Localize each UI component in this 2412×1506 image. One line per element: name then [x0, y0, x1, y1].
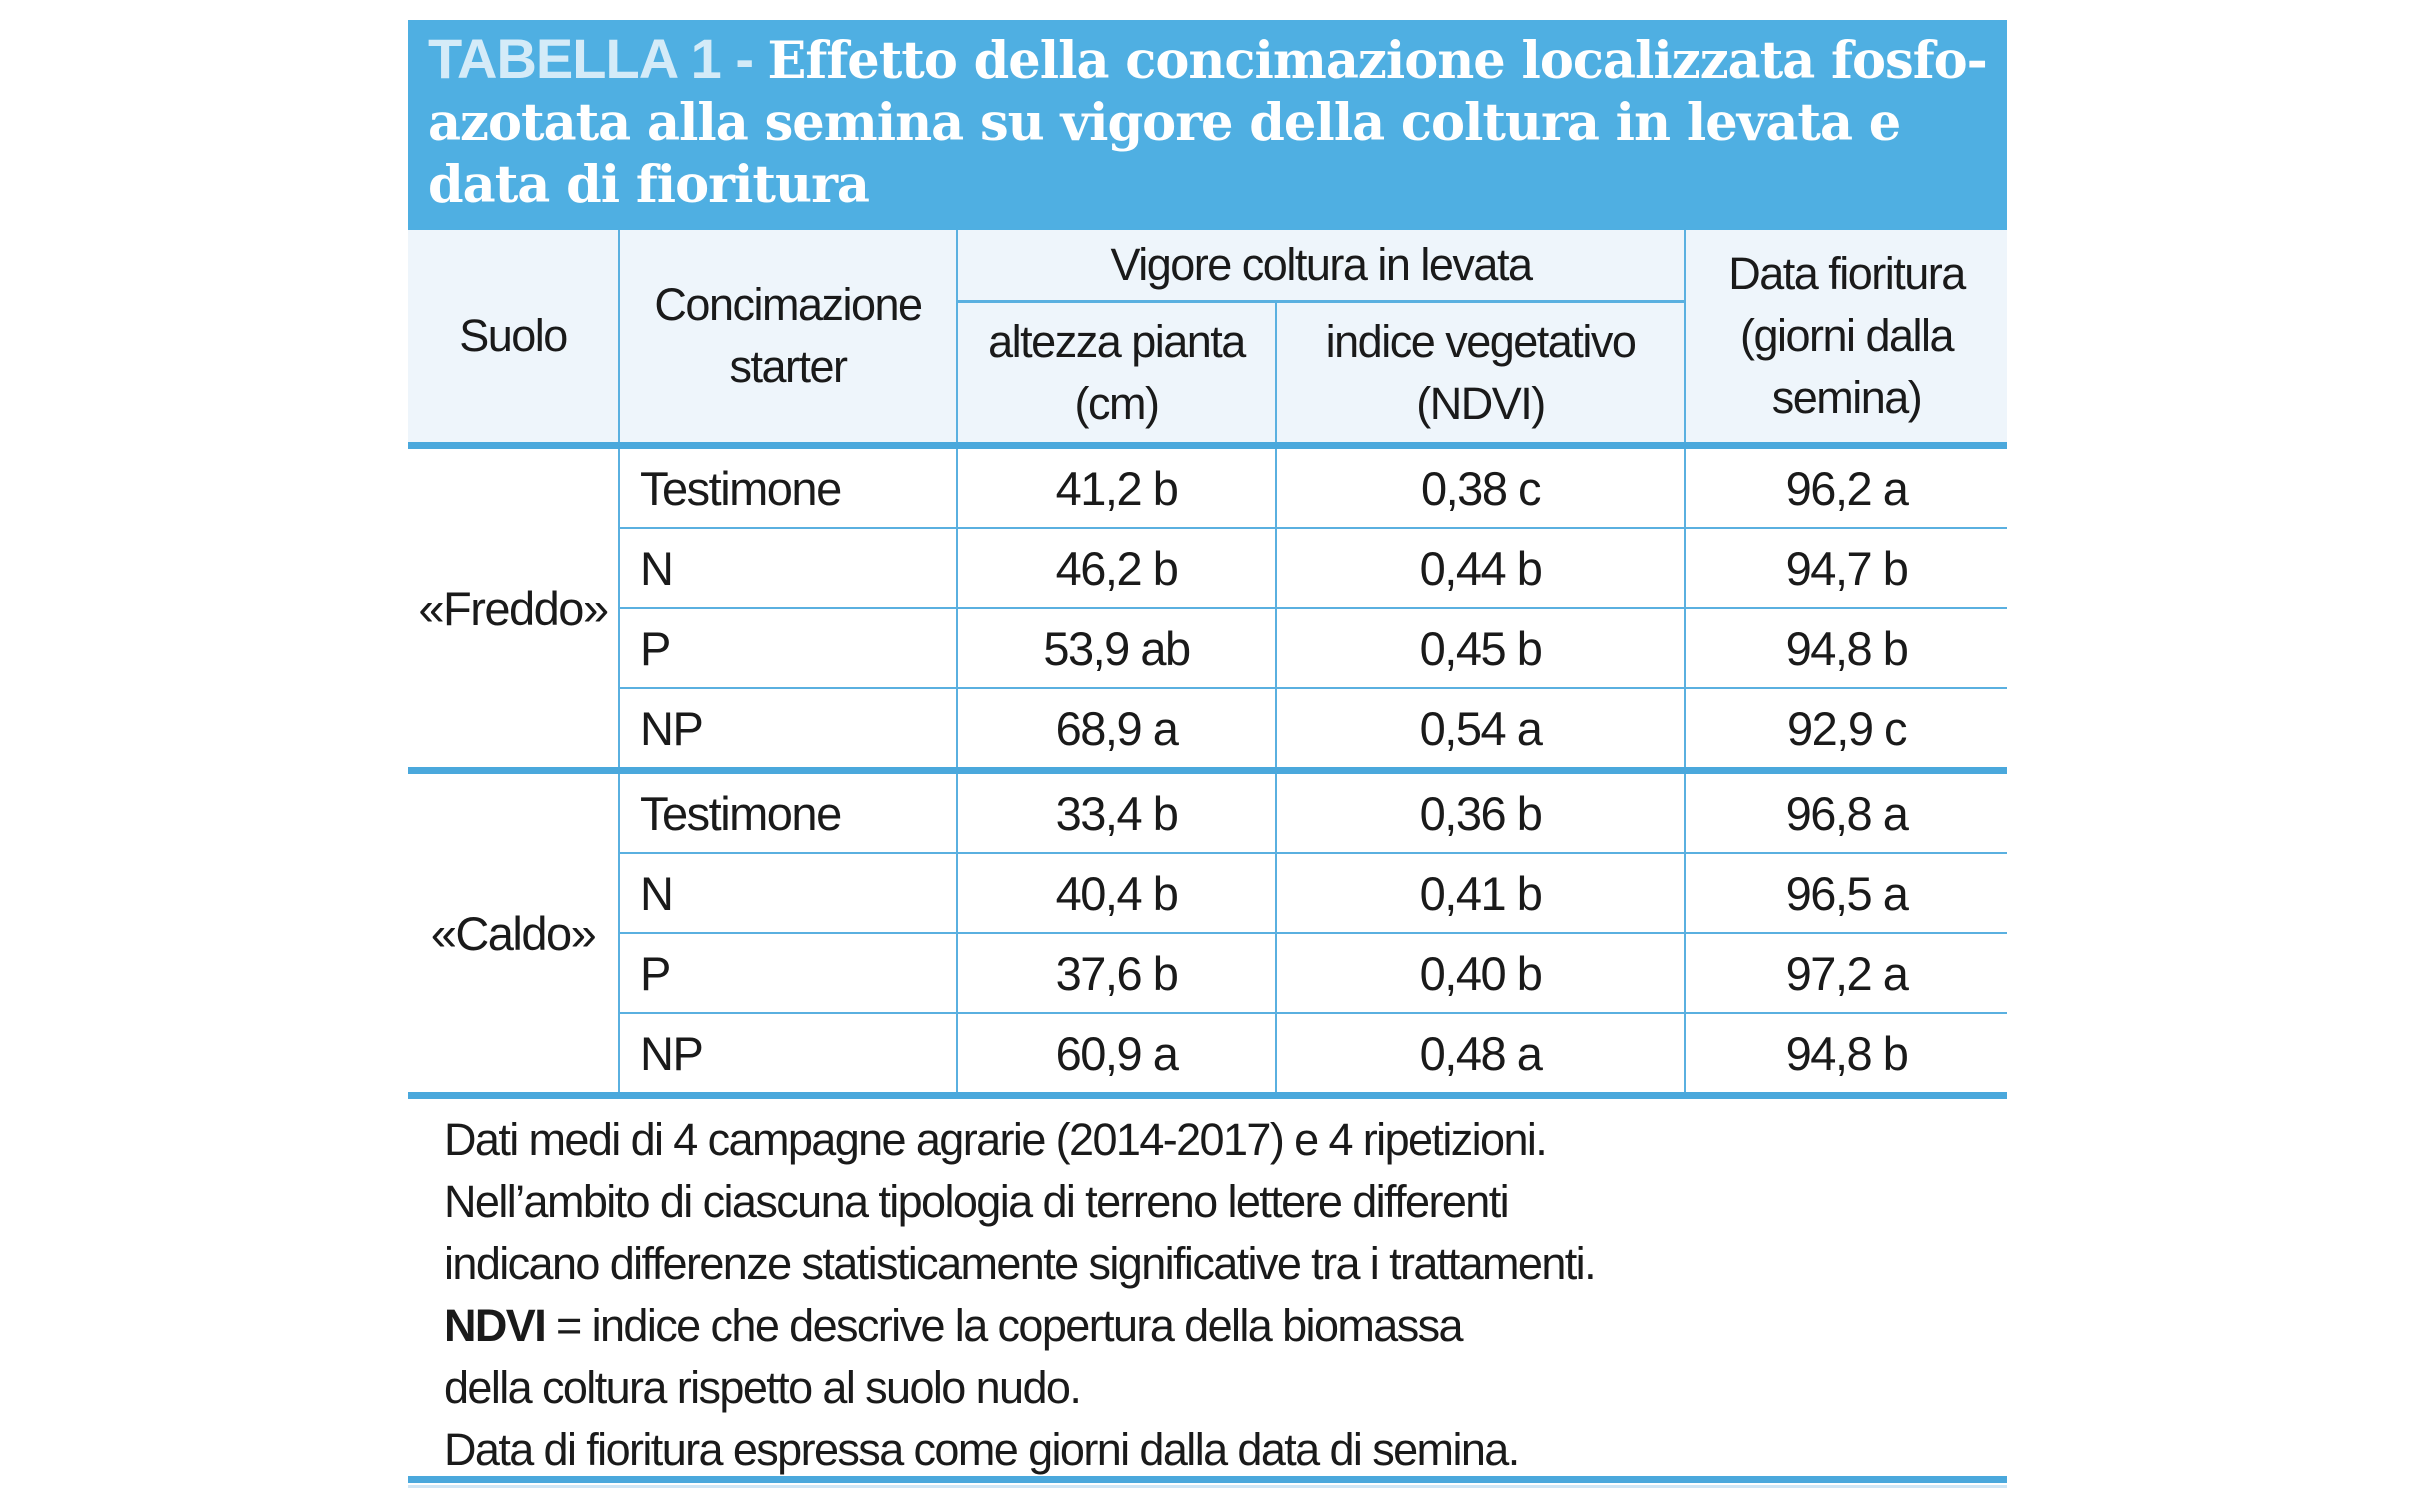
treatment-cell: N	[619, 852, 958, 934]
altezza-cell: 33,4 b	[956, 767, 1277, 854]
table-row: N 40,4 b 0,41 b 96,5 a	[408, 852, 2008, 934]
note-line: indicano differenze statisticamente sign…	[444, 1238, 1597, 1289]
fioritura-cell: 96,2 a	[1684, 442, 2008, 529]
fioritura-cell: 94,8 b	[1684, 1012, 2008, 1099]
table-row: «Caldo» Testimone 33,4 b 0,36 b 96,8 a	[408, 767, 2008, 1099]
ndvi-cell: 0,38 c	[1274, 442, 1687, 529]
ndvi-definition: = indice che descrive la copertura della…	[545, 1300, 1464, 1351]
table-row: P 37,6 b 0,40 b 97,2 a	[408, 932, 2008, 1014]
treatment-cell: P	[619, 932, 958, 1014]
ndvi-term: NDVI	[444, 1300, 547, 1351]
ndvi-cell: 0,48 a	[1274, 1012, 1687, 1099]
altezza-cell: 53,9 ab	[956, 607, 1277, 689]
ndvi-cell: 0,41 b	[1274, 852, 1687, 934]
table-row: «Freddo» Testimone 41,2 b 0,38 c 96,2 a	[408, 442, 2008, 774]
fioritura-cell: 97,2 a	[1684, 932, 2008, 1014]
table-title-text: Effetto della concimazione localizzata f…	[428, 31, 1988, 215]
header-fioritura: Data fioritura (giorni dalla semina)	[1684, 230, 2008, 446]
altezza-cell: 68,9 a	[956, 687, 1277, 774]
note-line: della coltura rispetto al suolo nudo.	[444, 1362, 1082, 1413]
header-suolo: Suolo	[408, 230, 620, 446]
data-table: Suolo Concimazione starter Vigore coltur…	[408, 230, 2008, 1099]
bottom-rule-light	[408, 1485, 2007, 1488]
table-row: NP 68,9 a 0,54 a 92,9 c	[408, 687, 2008, 774]
header-vigore: Vigore coltura in levata	[955, 230, 1687, 303]
altezza-cell: 40,4 b	[956, 852, 1277, 934]
treatment-cell: N	[619, 527, 958, 609]
fioritura-cell: 96,5 a	[1684, 852, 2008, 934]
table-title: TABELLA 1 - Effetto della concimazione l…	[408, 20, 2007, 230]
fioritura-cell: 96,8 a	[1684, 767, 2008, 854]
fioritura-cell: 92,9 c	[1684, 687, 2008, 774]
soil-label: «Caldo»	[408, 767, 620, 1099]
soil-label: «Freddo»	[408, 442, 620, 774]
header-concimazione: Concimazione starter	[618, 230, 958, 446]
ndvi-cell: 0,54 a	[1274, 687, 1687, 774]
fioritura-cell: 94,8 b	[1684, 607, 2008, 689]
treatment-cell: Testimone	[618, 442, 958, 529]
table-row: P 53,9 ab 0,45 b 94,8 b	[408, 607, 2008, 689]
altezza-cell: 46,2 b	[956, 527, 1277, 609]
treatment-cell: Testimone	[618, 767, 958, 854]
ndvi-cell: 0,44 b	[1274, 527, 1687, 609]
header-altezza: altezza pianta (cm)	[957, 301, 1277, 446]
bottom-rule	[408, 1476, 2007, 1483]
note-line: Data di fioritura espressa come giorni d…	[444, 1424, 1520, 1475]
note-line: Dati medi di 4 campagne agrarie (2014-20…	[444, 1114, 1548, 1165]
ndvi-cell: 0,40 b	[1274, 932, 1687, 1014]
ndvi-cell: 0,36 b	[1274, 767, 1687, 854]
note-line: NDVI = indice che descrive la copertura …	[444, 1295, 2007, 1357]
table-row: NP 60,9 a 0,48 a 94,8 b	[408, 1012, 2008, 1099]
table-body: «Freddo» Testimone 41,2 b 0,38 c 96,2 a N 46,2…	[408, 442, 2008, 1099]
note-line: Nell’ambito di ciascuna tipologia di ter…	[444, 1176, 1510, 1227]
treatment-cell: P	[619, 607, 958, 689]
header-indice: indice vegetativo (NDVI)	[1274, 301, 1686, 446]
table-notes: Dati medi di 4 campagne agrarie (2014-20…	[408, 1099, 2007, 1476]
altezza-cell: 37,6 b	[956, 932, 1277, 1014]
treatment-cell: NP	[619, 1012, 958, 1099]
fioritura-cell: 94,7 b	[1684, 527, 2008, 609]
table-figure: TABELLA 1 - Effetto della concimazione l…	[408, 20, 2008, 1488]
table-label: TABELLA 1 -	[428, 27, 768, 90]
table-row: N 46,2 b 0,44 b 94,7 b	[408, 527, 2008, 609]
altezza-cell: 60,9 a	[956, 1012, 1277, 1099]
treatment-cell: NP	[619, 687, 958, 774]
ndvi-cell: 0,45 b	[1274, 607, 1687, 689]
altezza-cell: 41,2 b	[956, 442, 1277, 529]
